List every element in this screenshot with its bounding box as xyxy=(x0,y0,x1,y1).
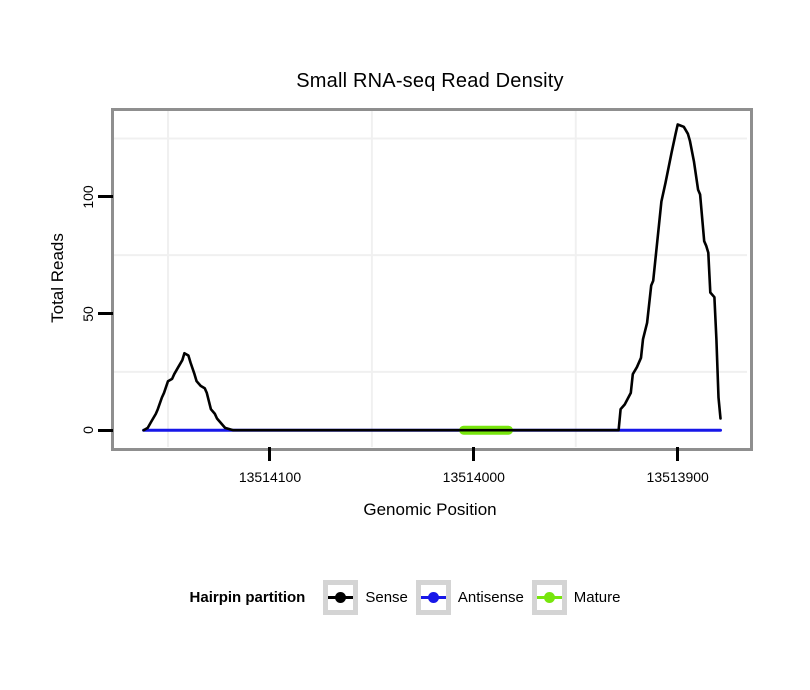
x-tick-mark xyxy=(676,447,680,461)
chart-title: Small RNA-seq Read Density xyxy=(296,70,564,92)
legend-label-antisense: Antisense xyxy=(457,589,524,606)
legend-title: Hairpin partition xyxy=(189,589,306,606)
x-tick-label: 13514100 xyxy=(238,469,302,485)
legend-entry-antisense: Antisense xyxy=(415,580,524,615)
x-axis-title: Genomic Position xyxy=(363,500,497,519)
y-tick-mark xyxy=(98,195,113,199)
mature-key-dot xyxy=(543,592,555,603)
legend: Hairpin partition Sense Antisense Mature xyxy=(0,579,810,616)
y-tick-label-text: 0 xyxy=(80,426,96,435)
plot-panel xyxy=(111,108,753,451)
legend-entry-mature: Mature xyxy=(531,580,621,615)
x-tick-label: 13513900 xyxy=(646,469,709,485)
plot-area-svg xyxy=(113,110,747,447)
x-tick-label: 13514000 xyxy=(442,469,505,485)
sense-key-icon xyxy=(323,580,359,615)
antisense-key-dot xyxy=(427,592,439,603)
y-tick-label-text: 50 xyxy=(80,305,96,322)
y-tick-label-text: 100 xyxy=(80,185,96,209)
legend-label-sense: Sense xyxy=(365,589,408,606)
antisense-key-icon xyxy=(415,580,451,615)
sense-key-dot xyxy=(335,592,347,603)
mature-key-icon xyxy=(531,580,567,615)
y-tick-mark xyxy=(98,312,113,315)
legend-label-mature: Mature xyxy=(573,589,621,606)
y-axis-title-text: Total Reads xyxy=(48,233,67,323)
sense-series-line xyxy=(142,123,722,432)
x-tick-mark xyxy=(472,447,476,461)
legend-entry-sense: Sense xyxy=(323,580,408,615)
y-tick-mark xyxy=(98,428,113,432)
x-tick-mark xyxy=(268,447,272,461)
